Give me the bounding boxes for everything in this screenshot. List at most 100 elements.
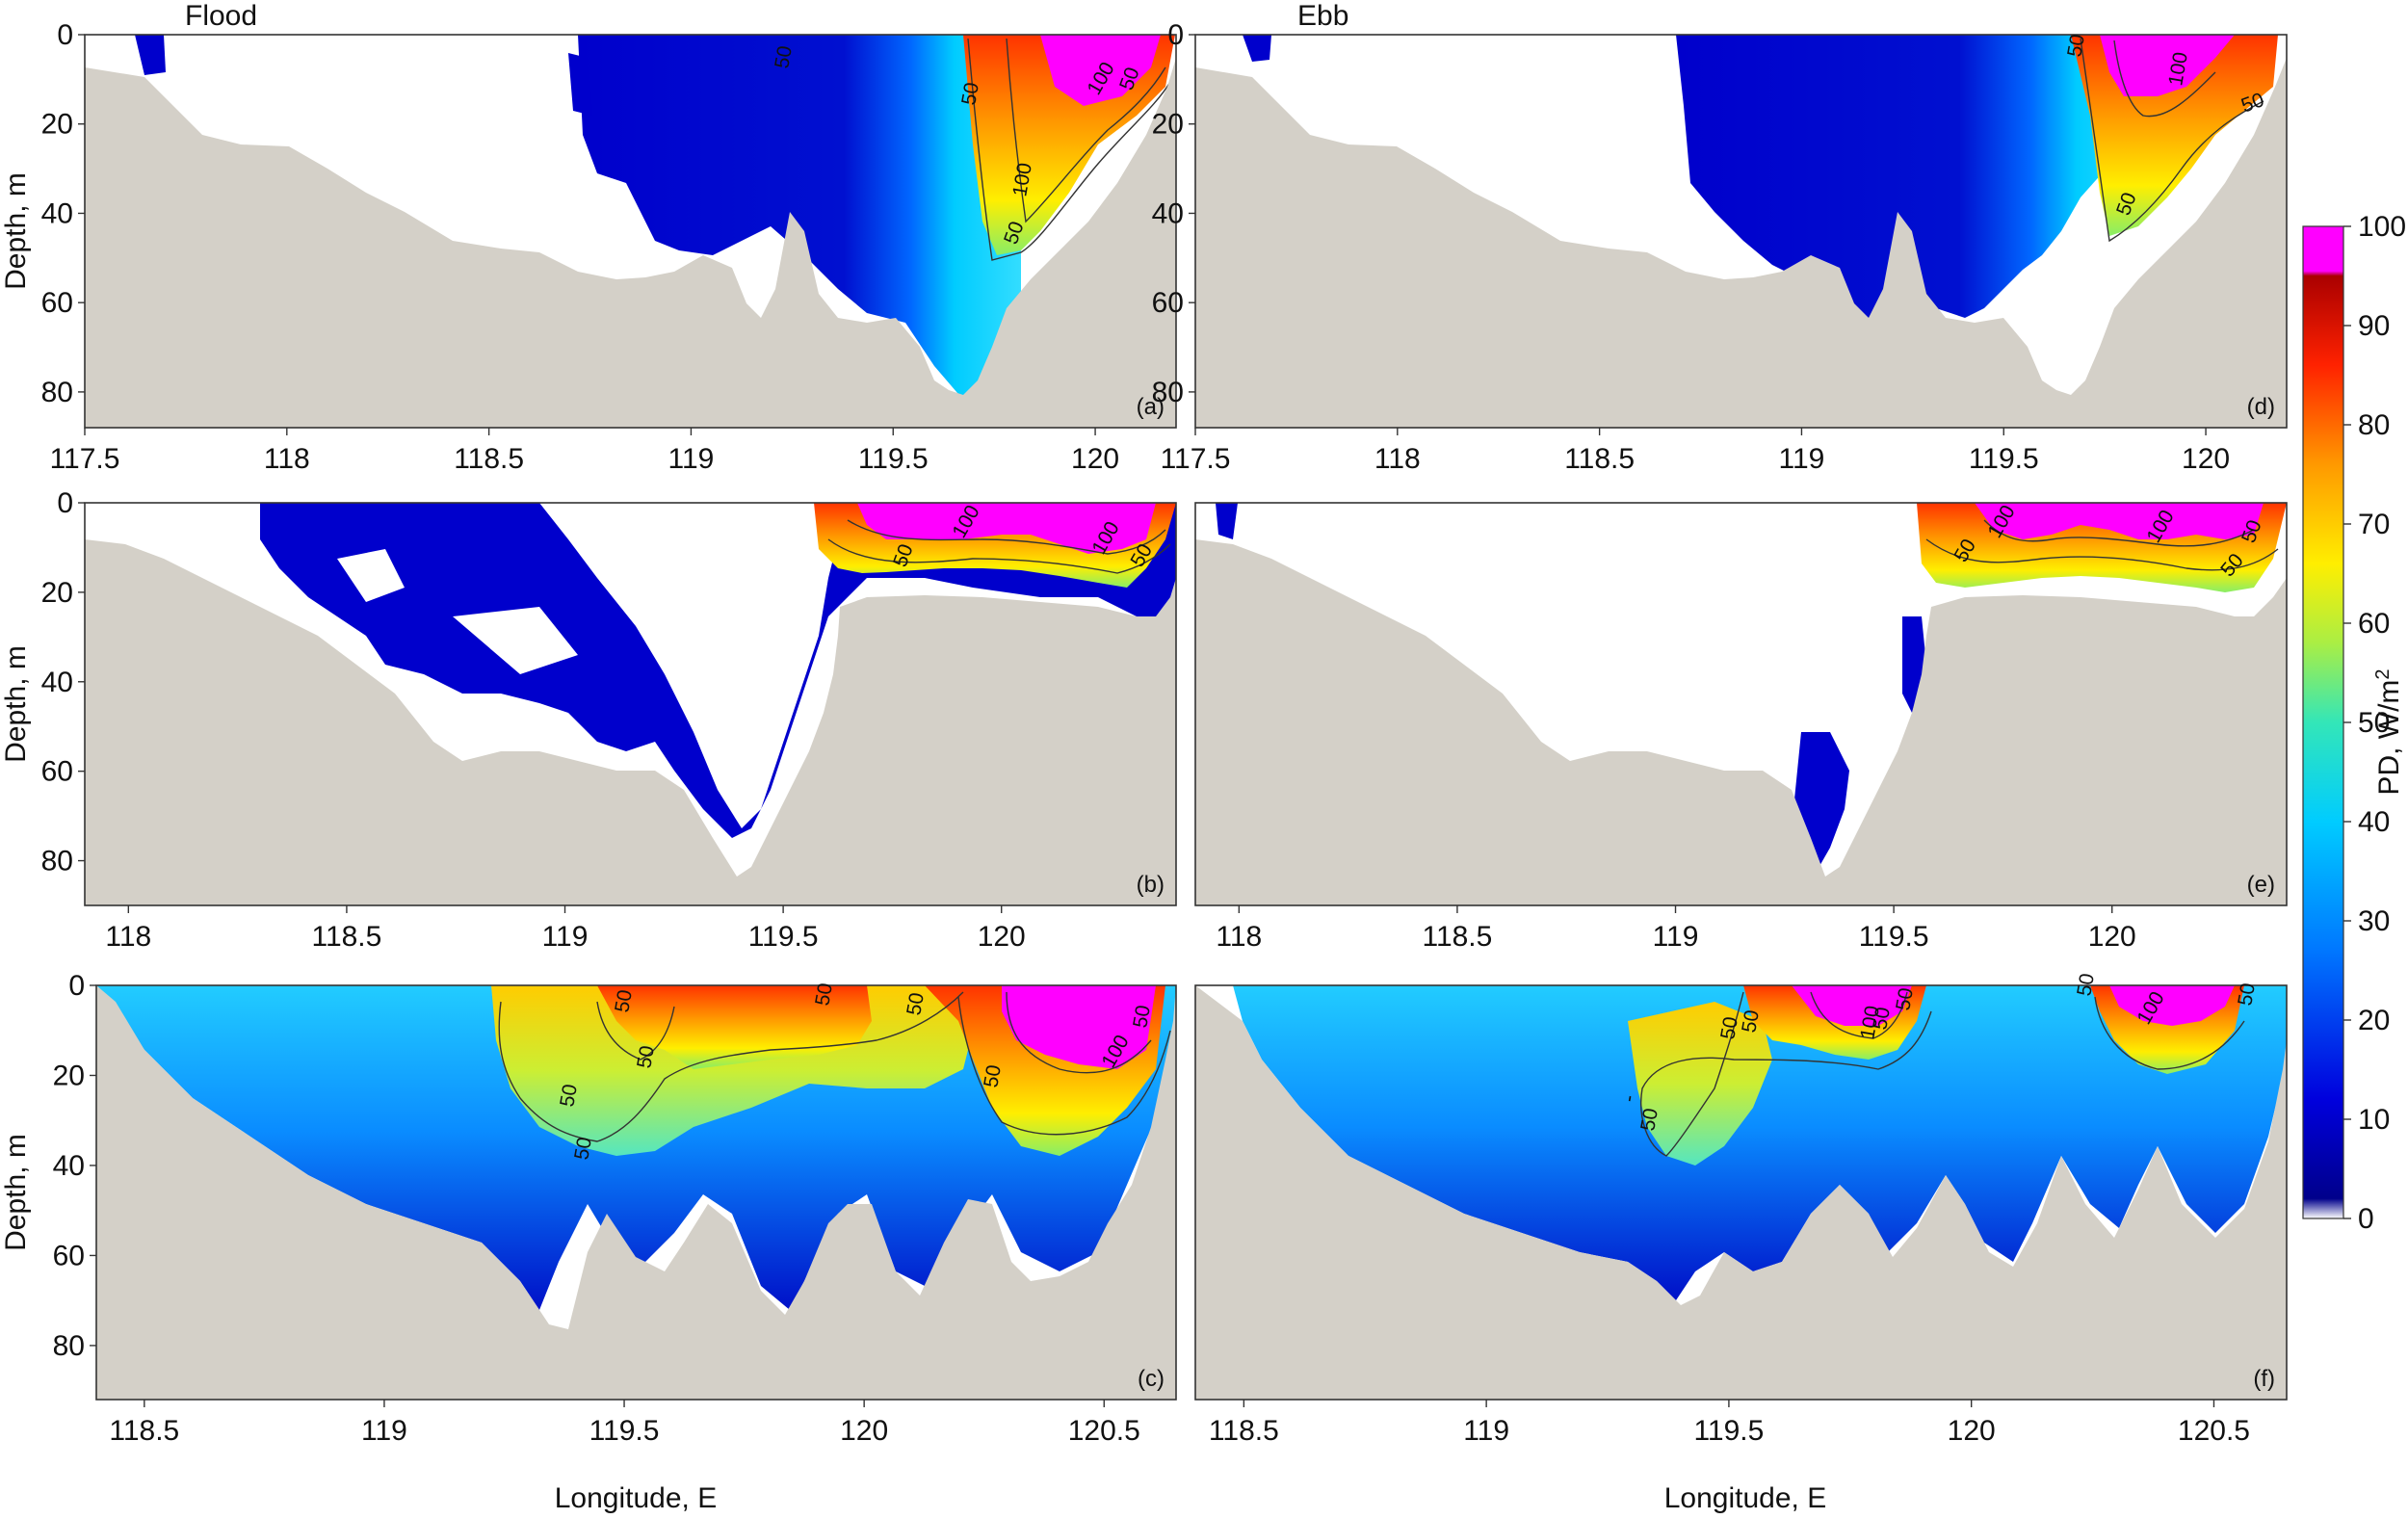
ytick-label: 20 — [53, 1060, 85, 1091]
ylabel-b: Depth, m — [0, 645, 32, 763]
panel-e — [1194, 502, 2288, 906]
ytick-label: 80 — [53, 1330, 85, 1362]
ytick-label: 80 — [41, 377, 73, 408]
colorbar-label-main: PD, W/m — [2373, 680, 2405, 796]
colorbar-tick-label: 100 — [2358, 211, 2406, 243]
xtick-label: 119 — [361, 1415, 407, 1447]
contour-label: 50 — [2063, 33, 2089, 59]
contour-label: 50 — [1738, 1008, 1764, 1034]
panel-a-energy-blue — [578, 35, 1021, 405]
panel-b-white-2 — [453, 607, 578, 674]
xtick-label: 118 — [1374, 443, 1421, 475]
panel-f-contour-50-a — [1640, 991, 1932, 1157]
panel-d — [1194, 34, 2288, 429]
ytick-label: 60 — [41, 287, 73, 319]
contour-label: 50 — [556, 1083, 582, 1109]
xtick-label: 119.5 — [589, 1415, 660, 1447]
xtick-label: 119 — [1653, 921, 1699, 953]
panel-c-contour-50-a — [498, 991, 964, 1142]
contour-label: 50 — [957, 81, 983, 107]
panel-a-bathymetry — [85, 58, 1176, 428]
panel-f-energy-max-2 — [2109, 985, 2235, 1026]
contour-label: 50 — [980, 1063, 1006, 1089]
panel-b — [84, 502, 1177, 906]
ytick-label: 80 — [1152, 377, 1184, 408]
panel-e-frame — [1194, 502, 2288, 906]
colorbar-gradient — [2302, 225, 2344, 1219]
xtick-label: 119 — [1463, 1415, 1509, 1447]
ytick-label: 20 — [41, 577, 73, 609]
panel-f-contour-50-b — [2094, 996, 2245, 1070]
ytick-label: 0 — [68, 970, 85, 1002]
panel-b-contour-50 — [827, 538, 1171, 574]
contour-label: 50 — [2234, 982, 2260, 1008]
panel-d-bathymetry — [1195, 58, 2287, 428]
panel-c-energy-max — [1002, 985, 1156, 1069]
ylabel-c: Depth, m — [0, 1134, 32, 1251]
panel-c-contour-50-c — [957, 996, 1171, 1136]
contour-label: 50 — [903, 991, 929, 1017]
xtick-label: 117.5 — [1161, 443, 1231, 475]
colorbar-tick-label: 0 — [2358, 1203, 2374, 1235]
xtick-label: 119 — [542, 921, 589, 953]
panel-d-contour-100 — [2113, 39, 2216, 118]
xtick-label: 118.5 — [1209, 1415, 1279, 1447]
panel-b-contour-100 — [847, 519, 1166, 555]
panel-label: (d) — [2247, 394, 2275, 420]
colorbar-label: PD, W/m2 — [2372, 668, 2405, 795]
panel-d-contour-50 — [2080, 38, 2264, 243]
panel-label: (b) — [1137, 872, 1165, 898]
xtick-label: 118 — [1216, 921, 1262, 953]
ylabel-a: Depth, m — [0, 172, 32, 290]
ytick-label: 0 — [57, 487, 73, 519]
panel-e-energy-blue-3 — [1902, 616, 1926, 713]
ytick-label: 60 — [1152, 287, 1184, 319]
panel-label: (a) — [1137, 394, 1165, 420]
xtick-label: 119.5 — [748, 921, 819, 953]
panel-f-frame — [1194, 984, 2288, 1401]
contour-label: 50 — [570, 1136, 596, 1162]
xtick-label: 119.5 — [858, 443, 929, 475]
colorbar-tick-label: 90 — [2358, 310, 2390, 342]
colorbar-tick-label: 50 — [2358, 707, 2390, 739]
panel-a-energy-blue-3 — [135, 35, 166, 75]
colorbar-tick-label: 40 — [2358, 806, 2390, 838]
panel-e-contour-50 — [1925, 538, 2279, 571]
xtick-label: 120 — [840, 1415, 888, 1447]
colorbar-label-sup: 2 — [2372, 668, 2394, 679]
panel-f-energy-warm — [1628, 1002, 1772, 1165]
contour-label: 50 — [1716, 1015, 1742, 1041]
xtick-label: 118 — [105, 921, 151, 953]
colorbar-tick-label: 10 — [2358, 1104, 2390, 1136]
contour-label: 50 — [633, 1044, 659, 1070]
ytick-label: 40 — [41, 197, 73, 229]
xtick-label: 119.5 — [1969, 443, 2039, 475]
contour-label: 50 — [1869, 1006, 1895, 1032]
contour-label: - — [1617, 1093, 1640, 1104]
contour-label: 50 — [2073, 972, 2099, 998]
xtick-label: 118.5 — [1422, 921, 1492, 953]
panel-b-energy-blue — [260, 503, 1176, 838]
panel-b-frame — [84, 502, 1177, 906]
panel-c-frame — [95, 984, 1177, 1401]
panel-f-energy-max — [1792, 985, 1912, 1026]
xtick-label: 120 — [1071, 443, 1119, 475]
panel-f-bathymetry — [1195, 985, 2287, 1400]
panel-e-bathymetry — [1195, 539, 2287, 905]
axes-3: 118.5 119 119.5 120 120.5 0 20 40 60 80 (c) 50 50 50 5… — [53, 970, 1165, 1447]
contour-label: 50 — [1129, 1004, 1155, 1030]
panel-c-contour-50-b — [596, 1001, 675, 1061]
panel-d-energy-max — [2100, 35, 2235, 96]
ytick-label: 20 — [41, 109, 73, 141]
xtick-label: 118 — [264, 443, 310, 475]
xtick-label: 119.5 — [1859, 921, 1929, 953]
xtick-label: 118.5 — [454, 443, 524, 475]
axes-1: 117.5 118 118.5 119 119.5 120 0 20 40 60 80 (a) 50 50… — [41, 19, 1165, 475]
xtick-label: 119 — [668, 443, 715, 475]
panel-f-energy-cool — [1233, 985, 2287, 1300]
panel-e-energy-blue-1 — [1216, 503, 1238, 539]
